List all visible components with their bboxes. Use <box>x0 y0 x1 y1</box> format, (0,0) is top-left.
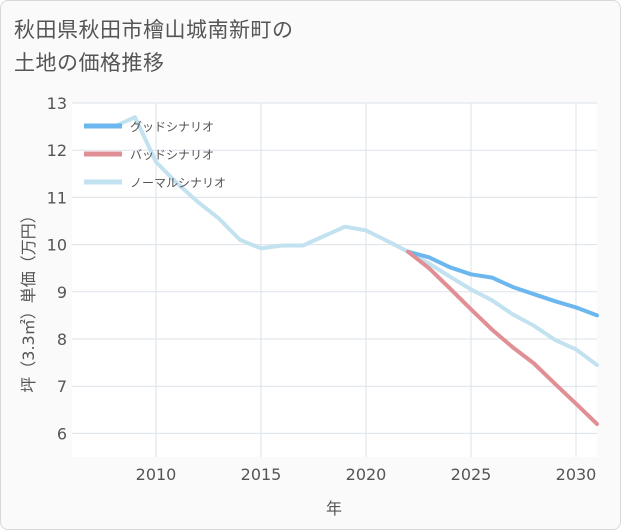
plot-area <box>72 103 597 457</box>
x-tick-label: 2020 <box>346 465 387 484</box>
legend-label: グッドシナリオ <box>130 120 214 134</box>
series-lines <box>112 115 599 426</box>
y-tick-label: 6 <box>57 424 67 443</box>
y-tick-label: 8 <box>57 330 67 349</box>
chart-title-line-2: 土地の価格推移 <box>14 51 165 75</box>
series-line-2 <box>112 115 599 367</box>
chart-title-line-1: 秋田県秋田市檜山城南新町の <box>14 18 294 42</box>
legend-label: ノーマルシナリオ <box>130 176 226 190</box>
x-tick-labels: 2010 2015 2020 2025 2030 <box>136 465 597 484</box>
series-line-1 <box>406 249 599 426</box>
x-tick-label: 2010 <box>136 465 177 484</box>
y-tick-labels: 6 7 8 9 10 11 12 13 <box>47 94 67 443</box>
x-tick-label: 2030 <box>556 465 597 484</box>
x-tick-label: 2025 <box>451 465 492 484</box>
y-axis-label: 坪（3.3㎡）単価（万円） <box>19 207 38 392</box>
y-tick-label: 10 <box>47 236 67 255</box>
y-tick-label: 12 <box>47 141 67 160</box>
x-tick-label: 2015 <box>241 465 282 484</box>
legend-label: バッドシナリオ <box>130 148 214 162</box>
y-tick-label: 9 <box>57 283 67 302</box>
chart-title: 秋田県秋田市檜山城南新町の 土地の価格推移 <box>14 14 294 80</box>
x-axis-label: 年 <box>326 499 342 518</box>
y-tick-label: 11 <box>47 188 67 207</box>
y-tick-label: 13 <box>47 94 67 113</box>
y-tick-label: 7 <box>57 377 67 396</box>
grid <box>72 102 597 457</box>
series-line-0 <box>406 249 599 318</box>
